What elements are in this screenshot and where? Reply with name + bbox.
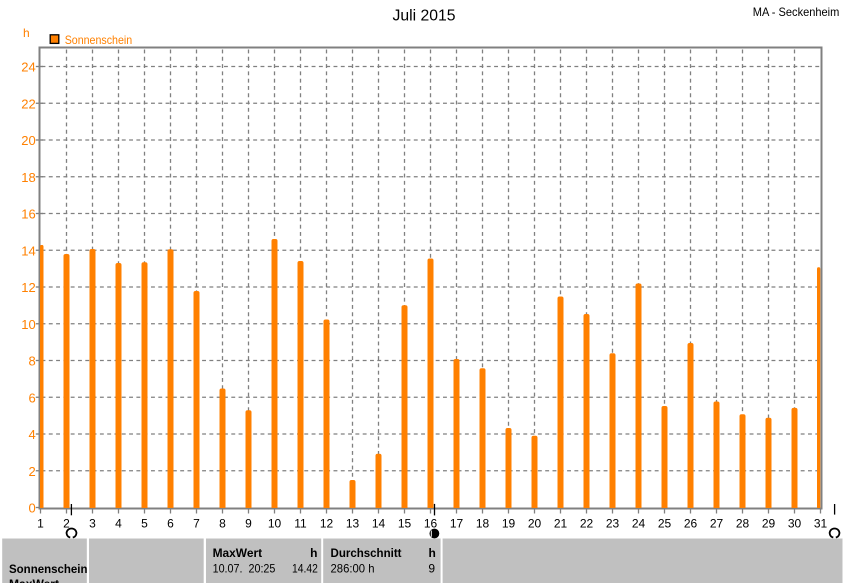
svg-text:0: 0	[28, 501, 35, 516]
svg-text:5: 5	[141, 516, 148, 530]
svg-text:13: 13	[346, 516, 360, 530]
svg-text:28: 28	[736, 516, 750, 530]
svg-text:16: 16	[21, 207, 35, 222]
svg-text:22: 22	[580, 516, 594, 530]
svg-text:27: 27	[710, 516, 724, 530]
svg-text:24: 24	[632, 516, 646, 530]
svg-text:10: 10	[21, 317, 35, 332]
svg-text:2: 2	[63, 516, 70, 530]
svg-text:24: 24	[21, 60, 35, 75]
svg-text:21: 21	[554, 516, 568, 530]
svg-text:19: 19	[502, 516, 516, 530]
svg-text:Sonnenschein: Sonnenschein	[65, 33, 133, 47]
svg-text:1: 1	[37, 516, 44, 530]
svg-text:22: 22	[21, 96, 35, 111]
svg-text:14: 14	[21, 243, 35, 258]
svg-text:MA - Seckenheim: MA - Seckenheim	[753, 5, 840, 19]
svg-text:11: 11	[294, 516, 307, 530]
svg-text:14.42: 14.42	[292, 562, 318, 576]
svg-text:h: h	[428, 546, 435, 560]
svg-text:4: 4	[28, 427, 35, 442]
svg-text:12: 12	[320, 516, 334, 530]
svg-text:MaxWert: MaxWert	[213, 546, 263, 560]
svg-text:4: 4	[115, 516, 122, 530]
svg-text:Durchschnitt: Durchschnitt	[331, 546, 402, 560]
svg-text:17: 17	[450, 516, 464, 530]
svg-text:14: 14	[372, 516, 386, 530]
svg-text:286:00 h: 286:00 h	[331, 562, 375, 576]
svg-text:Juli 2015: Juli 2015	[393, 8, 456, 25]
svg-text:8: 8	[28, 354, 35, 369]
svg-text:18: 18	[476, 516, 490, 530]
svg-text:3: 3	[89, 516, 96, 530]
svg-text:6: 6	[167, 516, 174, 530]
svg-text:20: 20	[21, 133, 35, 148]
svg-text:29: 29	[762, 516, 776, 530]
svg-text:18: 18	[21, 170, 35, 185]
svg-text:h: h	[310, 546, 317, 560]
svg-text:12: 12	[21, 280, 35, 295]
svg-text:6: 6	[28, 390, 35, 405]
svg-text:10.07. 20:25: 10.07. 20:25	[213, 562, 276, 576]
svg-text:2: 2	[28, 464, 35, 479]
svg-text:7: 7	[193, 516, 200, 530]
svg-text:30: 30	[788, 516, 802, 530]
svg-text:15: 15	[398, 516, 412, 530]
svg-text:10: 10	[268, 516, 282, 530]
svg-text:16: 16	[424, 516, 438, 530]
svg-text:MaxWert: MaxWert	[9, 577, 59, 583]
svg-text:26: 26	[684, 516, 698, 530]
svg-text:31: 31	[814, 516, 828, 530]
svg-text:9: 9	[428, 562, 435, 576]
svg-text:25: 25	[658, 516, 672, 530]
svg-text:Sonnenschein: Sonnenschein	[9, 562, 88, 576]
svg-text:8: 8	[219, 516, 226, 530]
svg-text:h: h	[23, 26, 30, 40]
svg-text:23: 23	[606, 516, 620, 530]
svg-text:9: 9	[245, 516, 252, 530]
svg-text:20: 20	[528, 516, 542, 530]
